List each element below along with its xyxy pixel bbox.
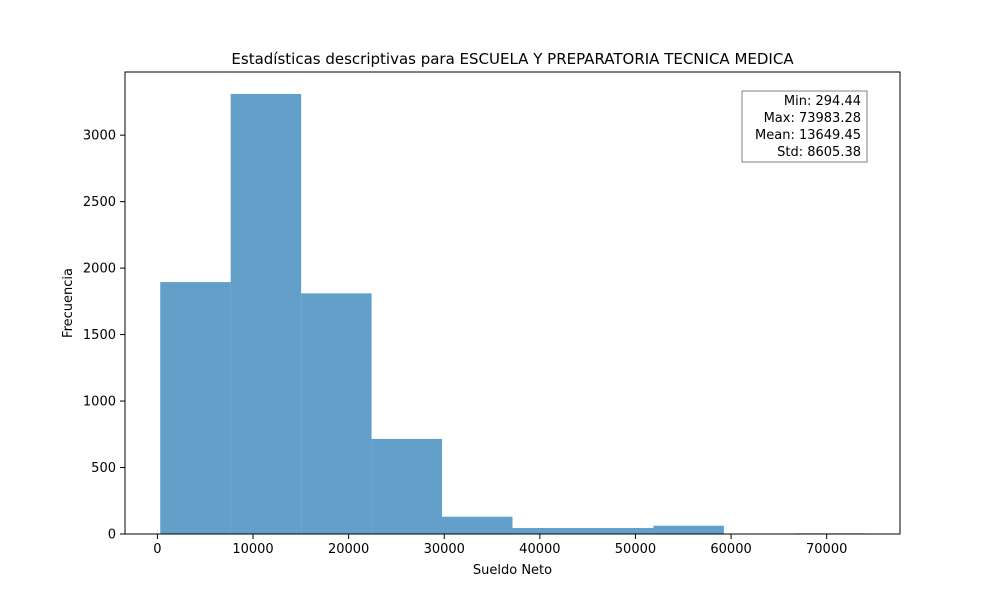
x-axis: 0 10000 20000 30000 40000 50000 60000 70000 (153, 534, 847, 557)
histogram-bar-2 (301, 293, 372, 534)
histogram-bar-7 (653, 525, 724, 534)
y-tick-label-5: 2500 (83, 195, 116, 210)
y-tick-label-4: 2000 (83, 262, 116, 277)
x-tick-label-0: 0 (153, 542, 161, 557)
x-tick-label-6: 60000 (710, 542, 751, 557)
stats-box: Min: 294.44 Max: 73983.28 Mean: 13649.45… (741, 90, 868, 163)
histogram-bar-0 (160, 282, 231, 534)
x-axis-title: Sueldo Neto (473, 563, 552, 578)
histogram-bar-4 (442, 516, 513, 534)
stats-max: Max: 73983.28 (764, 111, 861, 126)
stats-box-frame (741, 90, 868, 163)
bars-group (160, 93, 865, 534)
stats-min: Min: 294.44 (784, 94, 861, 109)
x-tick-label-7: 70000 (806, 542, 847, 557)
histogram-bar-1 (230, 93, 302, 534)
y-tick-label-2: 1000 (83, 395, 116, 410)
y-tick-label-6: 3000 (83, 129, 116, 144)
x-tick-label-4: 40000 (519, 542, 560, 557)
y-tick-label-1: 500 (91, 461, 116, 476)
plot-frame (124, 71, 901, 535)
histogram-bar-6 (582, 528, 654, 534)
y-axis-title: Frecuencia (61, 268, 76, 338)
stats-mean: Mean: 13649.45 (755, 128, 861, 143)
histogram-bar-5 (512, 528, 583, 534)
x-tick-label-3: 30000 (424, 542, 465, 557)
y-tick-label-3: 1500 (83, 328, 116, 343)
y-tick-label-0: 0 (108, 528, 116, 543)
x-tick-label-2: 20000 (328, 542, 369, 557)
stats-std: Std: 8605.38 (777, 145, 861, 160)
x-tick-label-1: 10000 (232, 542, 273, 557)
chart-title: Estadísticas descriptivas para ESCUELA Y… (231, 50, 794, 68)
x-tick-label-5: 50000 (615, 542, 656, 557)
y-axis: 0 500 1000 1500 2000 2500 3000 (83, 129, 125, 543)
histogram-bar-3 (371, 438, 443, 534)
